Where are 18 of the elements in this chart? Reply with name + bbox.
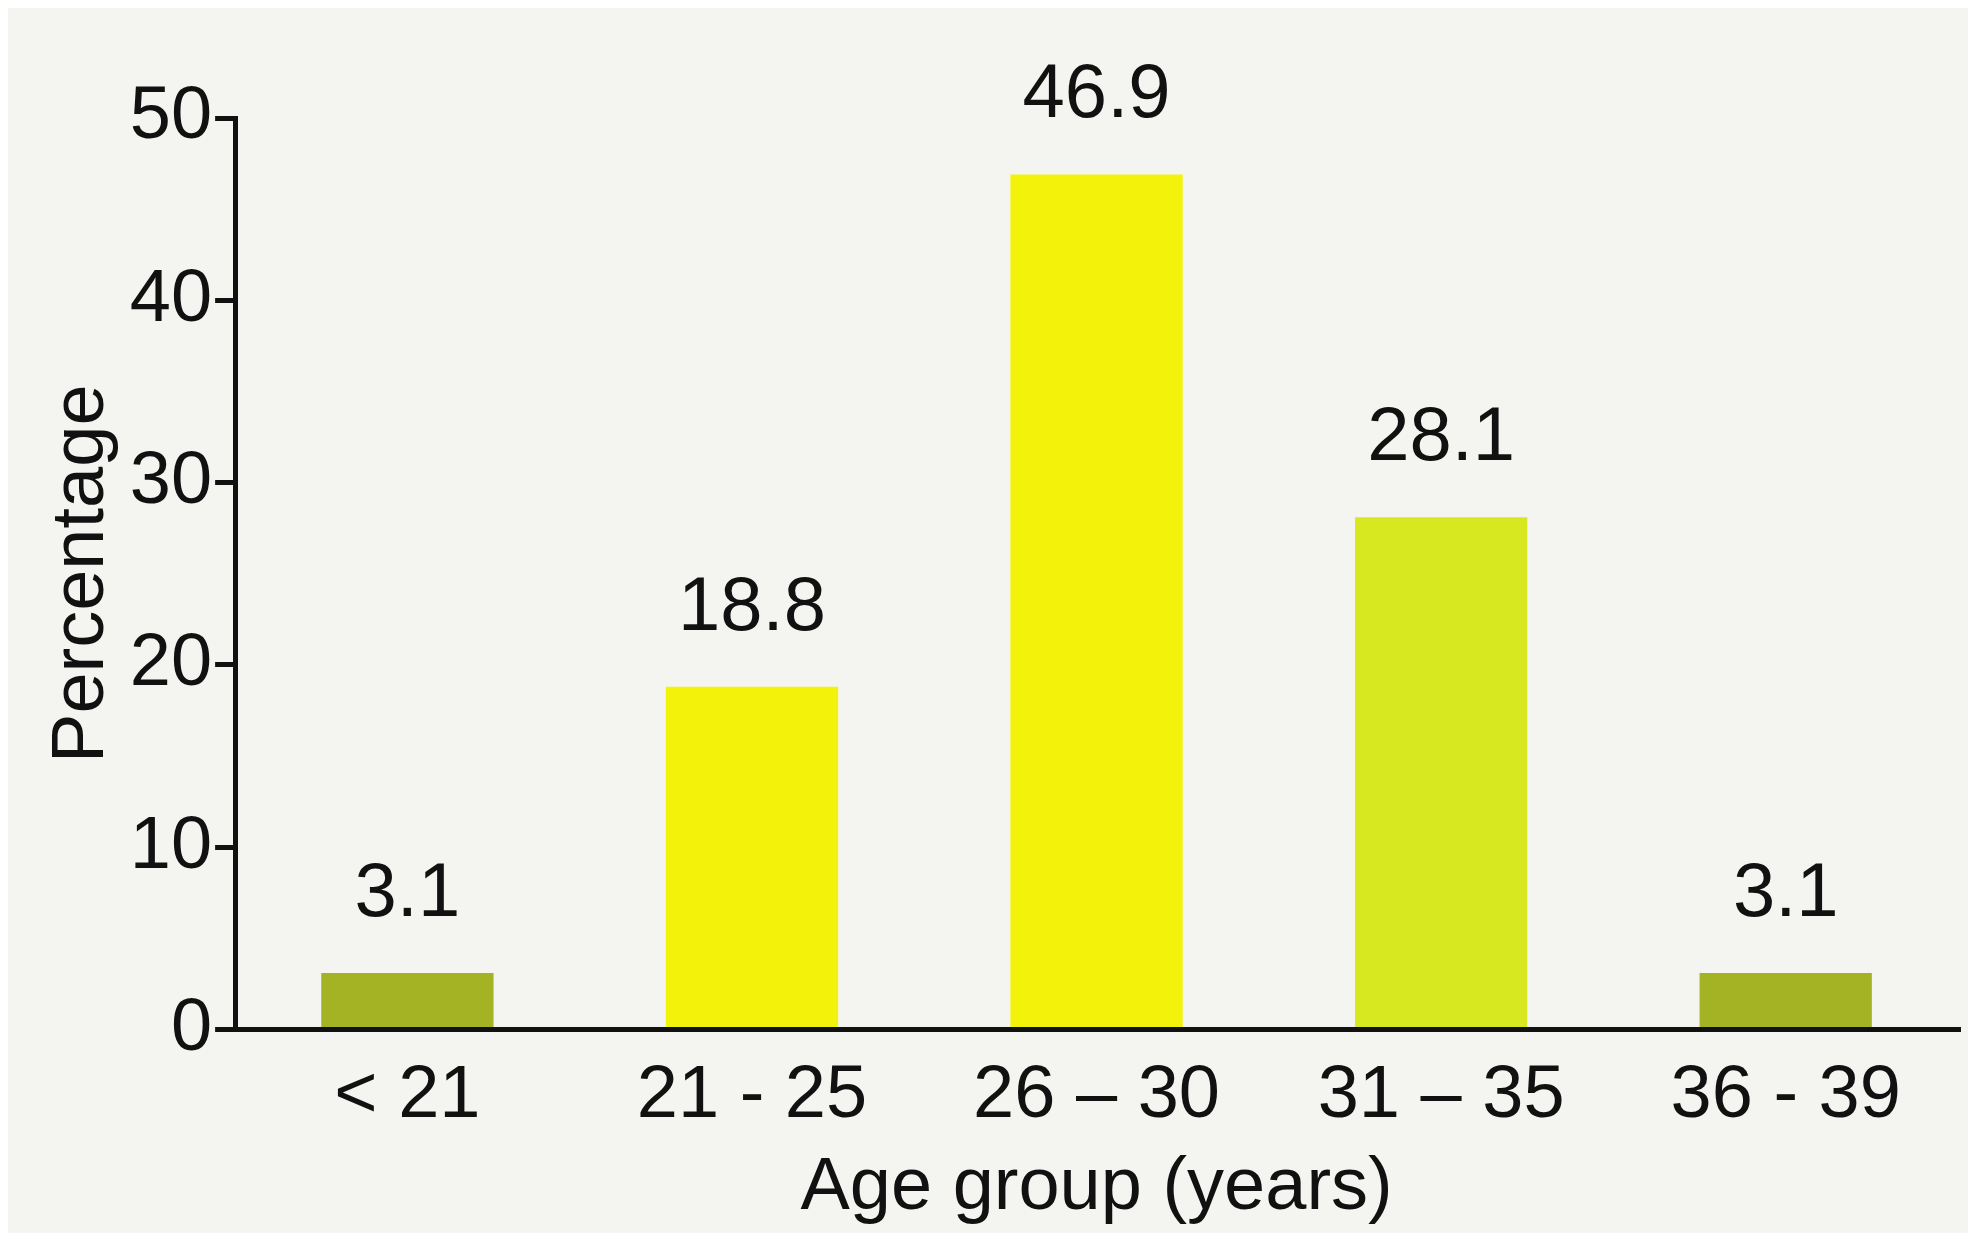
x-tick-label: 21 - 25 (636, 1050, 868, 1134)
x-tick-label: 36 - 39 (1670, 1050, 1901, 1134)
y-tick-label: 50 (129, 71, 213, 155)
data-label: 46.9 (1022, 48, 1171, 134)
x-tick-label: 26 – 30 (973, 1050, 1221, 1134)
data-label: 28.1 (1367, 391, 1516, 477)
data-label: 3.1 (354, 846, 461, 932)
data-label: 18.8 (678, 560, 826, 646)
y-axis-title: Percentage (35, 384, 119, 763)
y-tick-label: 40 (129, 253, 213, 337)
y-tick-label: 20 (129, 618, 213, 702)
y-tick-label: 0 (170, 982, 213, 1066)
y-tick-label: 30 (129, 435, 213, 519)
x-axis-title: Age group (years) (800, 1142, 1393, 1226)
x-tick-label: < 21 (334, 1050, 481, 1134)
data-label: 3.1 (1732, 846, 1839, 932)
x-tick-label: 31 – 35 (1317, 1050, 1565, 1134)
y-tick-label: 10 (129, 800, 213, 884)
